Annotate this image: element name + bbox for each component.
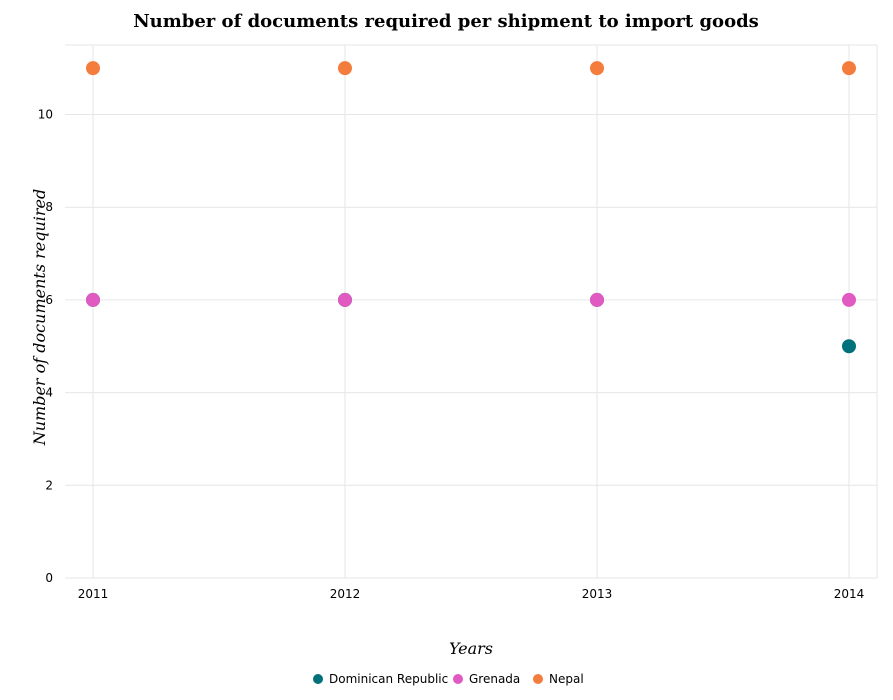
y-tick-label: 6 [45,293,53,307]
point-nepal-2012 [338,61,352,76]
x-tick-label: 2014 [834,587,865,601]
legend-label-dominican-republic: Dominican Republic [329,672,448,686]
legend: Dominican Republic Grenada Nepal [313,672,584,686]
x-axis-label: Years [449,639,493,658]
y-tick-label: 2 [45,478,53,492]
y-tick-labels: 0 2 4 6 8 10 [38,108,53,585]
legend-label-grenada: Grenada [469,672,520,686]
point-grenada-2012 [338,292,352,307]
legend-label-nepal: Nepal [549,672,584,686]
y-tick-label: 10 [38,108,53,122]
point-grenada-2011 [86,292,100,307]
point-grenada-2013 [590,292,604,307]
y-tick-label: 8 [45,200,53,214]
grid-lines [65,44,878,579]
y-axis-label: Number of documents required [30,189,49,447]
x-tick-label: 2011 [78,587,109,601]
legend-marker-dominican-republic [313,674,323,684]
point-nepal-2014 [842,61,856,76]
x-tick-label: 2012 [330,587,361,601]
x-tick-labels: 2011 2012 2013 2014 [78,587,865,601]
legend-marker-nepal [533,674,543,684]
chart-title: Number of documents required per shipmen… [133,11,759,32]
point-nepal-2013 [590,61,604,76]
point-nepal-2011 [86,61,100,76]
y-tick-label: 4 [45,386,53,400]
point-grenada-2014 [842,292,856,307]
point-dominican-republic-2014 [842,339,856,354]
legend-marker-grenada [453,674,463,684]
data-points [86,61,856,354]
y-tick-label: 0 [45,571,53,585]
x-tick-label: 2013 [582,587,613,601]
